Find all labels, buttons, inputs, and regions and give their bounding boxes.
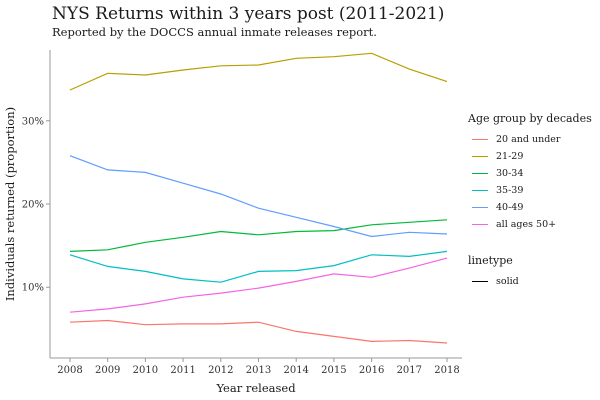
y-tick-label: 30%: [22, 116, 44, 127]
legend-item: 20 and under: [468, 131, 592, 148]
legend-item: 40-49: [468, 199, 592, 216]
x-tick-label: 2011: [170, 365, 195, 376]
y-ticks: 10% 20% 30%: [22, 116, 50, 294]
x-tick-label: 2017: [397, 365, 422, 376]
legend-key: [472, 156, 488, 157]
y-tick-label: 10%: [22, 283, 44, 294]
legend-label: all ages 50+: [496, 219, 557, 230]
legend-key: [472, 139, 488, 140]
legend-label: 35-39: [496, 185, 524, 196]
y-axis-title: Individuals returned (proportion): [3, 107, 17, 301]
x-tick-label: 2018: [434, 365, 459, 376]
series-line-21-29: [69, 52, 448, 91]
linetype-legend: linetype solid: [468, 254, 519, 290]
chart-title: NYS Returns within 3 years post (2011-20…: [52, 4, 445, 24]
legend-key: [472, 173, 488, 174]
series-line-35-39: [69, 250, 448, 283]
legend-label: 40-49: [496, 202, 524, 213]
legend-key: [472, 190, 488, 191]
x-ticks: 2008 2009 2010 2011 2012 2013 2014 2015 2016 2017…: [57, 358, 460, 376]
series-line-30-34: [69, 219, 448, 252]
legend-key: [472, 207, 488, 208]
series-line-40-49: [69, 155, 448, 238]
series-line-all-ages-50-: [69, 257, 448, 313]
age-group-legend: Age group by decades 20 and under 21-29 30…: [468, 112, 592, 233]
legend-key: [472, 224, 488, 225]
x-axis-title: Year released: [215, 381, 296, 395]
x-tick-label: 2015: [321, 365, 346, 376]
x-tick-label: 2010: [133, 365, 158, 376]
legend-item: 21-29: [468, 148, 592, 165]
linetype-legend-item: solid: [468, 273, 519, 290]
x-tick-label: 2016: [359, 365, 384, 376]
series-line-20-and-under: [69, 319, 448, 344]
linetype-key: [472, 281, 488, 282]
legend-label: 21-29: [496, 151, 524, 162]
x-tick-label: 2013: [246, 365, 271, 376]
linetype-legend-title: linetype: [468, 254, 513, 267]
series-lines: [69, 52, 448, 344]
y-tick-label: 20%: [22, 200, 44, 211]
x-tick-label: 2012: [208, 365, 233, 376]
legend-item: 30-34: [468, 165, 592, 182]
legend-item: all ages 50+: [468, 216, 592, 233]
linetype-label: solid: [496, 276, 519, 287]
legend-items: 20 and under 21-29 30-34 35-39 40-49 all ages…: [468, 131, 592, 233]
legend-title: Age group by decades: [468, 112, 592, 125]
chart-subtitle: Reported by the DOCCS annual inmate rele…: [52, 25, 377, 39]
legend-label: 30-34: [496, 168, 524, 179]
legend-label: 20 and under: [496, 134, 561, 145]
legend-item: 35-39: [468, 182, 592, 199]
x-tick-label: 2009: [95, 365, 120, 376]
x-tick-label: 2014: [283, 365, 308, 376]
x-tick-label: 2008: [57, 365, 82, 376]
